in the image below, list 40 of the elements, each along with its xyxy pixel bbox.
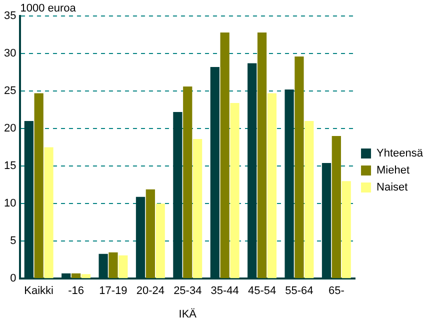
bar bbox=[156, 204, 165, 278]
x-tick-label: 55-64 bbox=[285, 285, 314, 298]
bar bbox=[294, 56, 304, 278]
bar bbox=[118, 255, 128, 278]
bar bbox=[342, 181, 351, 278]
x-tick-label: -16 bbox=[68, 285, 84, 298]
x-tick-label: 65- bbox=[328, 285, 345, 298]
bar bbox=[81, 274, 91, 278]
bar bbox=[332, 136, 341, 278]
y-tick-label: 35 bbox=[4, 10, 16, 22]
bar bbox=[220, 32, 230, 278]
y-tick-label: 30 bbox=[4, 48, 16, 60]
y-axis-title: 1000 euroa bbox=[20, 2, 77, 15]
y-tick-label: 15 bbox=[4, 160, 16, 172]
legend-label: Yhteensä bbox=[376, 148, 424, 160]
x-tick-label: 20-24 bbox=[136, 285, 164, 298]
bar bbox=[192, 139, 202, 278]
bar bbox=[108, 252, 118, 278]
x-tick-label: 25-34 bbox=[174, 285, 202, 298]
legend-label: Naiset bbox=[376, 182, 408, 194]
x-axis-title: IKÄ bbox=[178, 307, 198, 320]
bar bbox=[304, 121, 314, 278]
y-tick-label: 25 bbox=[4, 85, 16, 98]
x-tick-label: 45-54 bbox=[248, 285, 276, 298]
y-tick-label: 0 bbox=[10, 272, 16, 285]
y-tick-label: 20 bbox=[4, 122, 16, 135]
bar bbox=[44, 147, 54, 278]
bar bbox=[71, 273, 81, 278]
bar bbox=[230, 103, 240, 278]
bar bbox=[146, 189, 155, 278]
x-tick-label: 35-44 bbox=[210, 285, 239, 298]
x-tick-label: Kaikki bbox=[24, 285, 54, 298]
legend-label: Miehet bbox=[376, 164, 410, 177]
bar bbox=[267, 93, 277, 278]
bar bbox=[257, 32, 267, 278]
x-tick-label: 17-19 bbox=[99, 285, 128, 298]
y-tick-label: 5 bbox=[10, 235, 16, 248]
bar bbox=[34, 93, 44, 278]
y-tick-label: 10 bbox=[4, 198, 16, 210]
bar bbox=[183, 86, 192, 278]
